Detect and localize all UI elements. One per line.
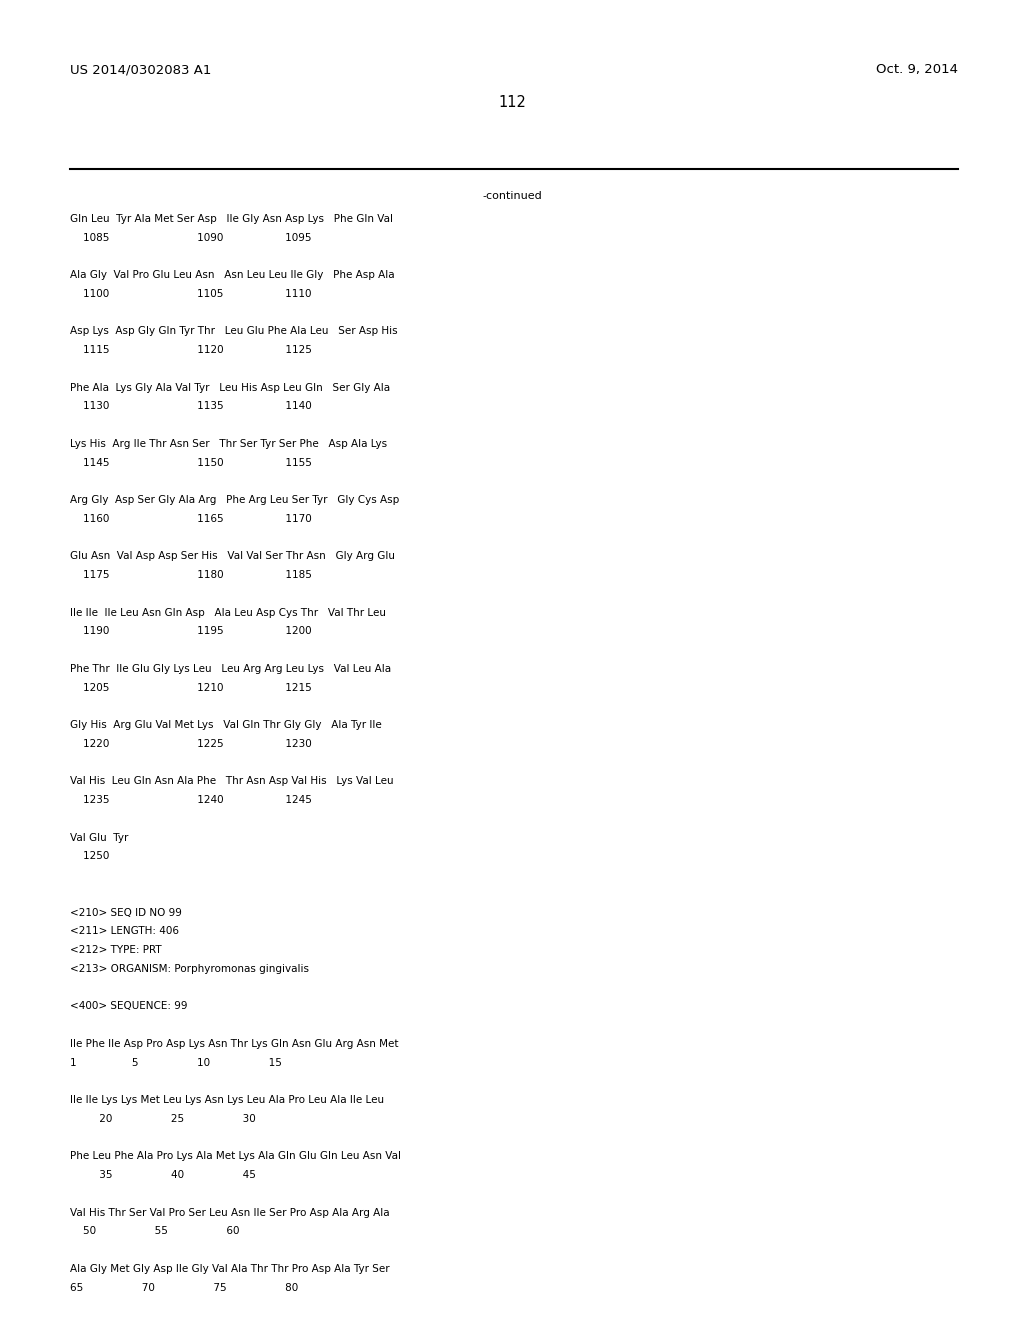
Text: Ile Ile Lys Lys Met Leu Lys Asn Lys Leu Ala Pro Leu Ala Ile Leu: Ile Ile Lys Lys Met Leu Lys Asn Lys Leu … — [70, 1096, 384, 1105]
Text: 1235                           1240                   1245: 1235 1240 1245 — [70, 795, 311, 805]
Text: 20                  25                  30: 20 25 30 — [70, 1114, 255, 1123]
Text: 1100                           1105                   1110: 1100 1105 1110 — [70, 289, 311, 298]
Text: Gly His  Arg Glu Val Met Lys   Val Gln Thr Gly Gly   Ala Tyr Ile: Gly His Arg Glu Val Met Lys Val Gln Thr … — [70, 721, 381, 730]
Text: <213> ORGANISM: Porphyromonas gingivalis: <213> ORGANISM: Porphyromonas gingivalis — [70, 964, 308, 974]
Text: 1130                           1135                   1140: 1130 1135 1140 — [70, 401, 311, 412]
Text: Gln Leu  Tyr Ala Met Ser Asp   Ile Gly Asn Asp Lys   Phe Gln Val: Gln Leu Tyr Ala Met Ser Asp Ile Gly Asn … — [70, 214, 392, 224]
Text: Asp Lys  Asp Gly Gln Tyr Thr   Leu Glu Phe Ala Leu   Ser Asp His: Asp Lys Asp Gly Gln Tyr Thr Leu Glu Phe … — [70, 326, 397, 337]
Text: Ala Gly Met Gly Asp Ile Gly Val Ala Thr Thr Pro Asp Ala Tyr Ser: Ala Gly Met Gly Asp Ile Gly Val Ala Thr … — [70, 1263, 389, 1274]
Text: <210> SEQ ID NO 99: <210> SEQ ID NO 99 — [70, 908, 181, 917]
Text: 1145                           1150                   1155: 1145 1150 1155 — [70, 458, 311, 467]
Text: 35                  40                  45: 35 40 45 — [70, 1170, 256, 1180]
Text: Ile Ile  Ile Leu Asn Gln Asp   Ala Leu Asp Cys Thr   Val Thr Leu: Ile Ile Ile Leu Asn Gln Asp Ala Leu Asp … — [70, 607, 386, 618]
Text: Val His Thr Ser Val Pro Ser Leu Asn Ile Ser Pro Asp Ala Arg Ala: Val His Thr Ser Val Pro Ser Leu Asn Ile … — [70, 1208, 389, 1217]
Text: 1160                           1165                   1170: 1160 1165 1170 — [70, 513, 311, 524]
Text: 112: 112 — [498, 95, 526, 110]
Text: Arg Gly  Asp Ser Gly Ala Arg   Phe Arg Leu Ser Tyr   Gly Cys Asp: Arg Gly Asp Ser Gly Ala Arg Phe Arg Leu … — [70, 495, 399, 506]
Text: Ile Phe Ile Asp Pro Asp Lys Asn Thr Lys Gln Asn Glu Arg Asn Met: Ile Phe Ile Asp Pro Asp Lys Asn Thr Lys … — [70, 1039, 398, 1049]
Text: 65                  70                  75                  80: 65 70 75 80 — [70, 1283, 298, 1292]
Text: <400> SEQUENCE: 99: <400> SEQUENCE: 99 — [70, 1002, 187, 1011]
Text: 50                  55                  60: 50 55 60 — [70, 1226, 240, 1237]
Text: <212> TYPE: PRT: <212> TYPE: PRT — [70, 945, 161, 956]
Text: 1175                           1180                   1185: 1175 1180 1185 — [70, 570, 311, 579]
Text: Phe Ala  Lys Gly Ala Val Tyr   Leu His Asp Leu Gln   Ser Gly Ala: Phe Ala Lys Gly Ala Val Tyr Leu His Asp … — [70, 383, 390, 392]
Text: -continued: -continued — [482, 191, 542, 202]
Text: US 2014/0302083 A1: US 2014/0302083 A1 — [70, 63, 211, 77]
Text: 1190                           1195                   1200: 1190 1195 1200 — [70, 627, 311, 636]
Text: Lys His  Arg Ile Thr Asn Ser   Thr Ser Tyr Ser Phe   Asp Ala Lys: Lys His Arg Ile Thr Asn Ser Thr Ser Tyr … — [70, 438, 387, 449]
Text: Phe Thr  Ile Glu Gly Lys Leu   Leu Arg Arg Leu Lys   Val Leu Ala: Phe Thr Ile Glu Gly Lys Leu Leu Arg Arg … — [70, 664, 391, 673]
Text: <211> LENGTH: 406: <211> LENGTH: 406 — [70, 927, 178, 936]
Text: Phe Leu Phe Ala Pro Lys Ala Met Lys Ala Gln Glu Gln Leu Asn Val: Phe Leu Phe Ala Pro Lys Ala Met Lys Ala … — [70, 1151, 400, 1162]
Text: Ala Gly  Val Pro Glu Leu Asn   Asn Leu Leu Ile Gly   Phe Asp Ala: Ala Gly Val Pro Glu Leu Asn Asn Leu Leu … — [70, 271, 394, 280]
Text: Glu Asn  Val Asp Asp Ser His   Val Val Ser Thr Asn   Gly Arg Glu: Glu Asn Val Asp Asp Ser His Val Val Ser … — [70, 552, 394, 561]
Text: 1                 5                  10                  15: 1 5 10 15 — [70, 1057, 282, 1068]
Text: Val Glu  Tyr: Val Glu Tyr — [70, 833, 128, 842]
Text: 1115                           1120                   1125: 1115 1120 1125 — [70, 345, 311, 355]
Text: 1205                           1210                   1215: 1205 1210 1215 — [70, 682, 311, 693]
Text: 1085                           1090                   1095: 1085 1090 1095 — [70, 232, 311, 243]
Text: Val His  Leu Gln Asn Ala Phe   Thr Asn Asp Val His   Lys Val Leu: Val His Leu Gln Asn Ala Phe Thr Asn Asp … — [70, 776, 393, 787]
Text: Oct. 9, 2014: Oct. 9, 2014 — [877, 63, 958, 77]
Text: 1220                           1225                   1230: 1220 1225 1230 — [70, 739, 311, 748]
Text: 1250: 1250 — [70, 851, 109, 862]
